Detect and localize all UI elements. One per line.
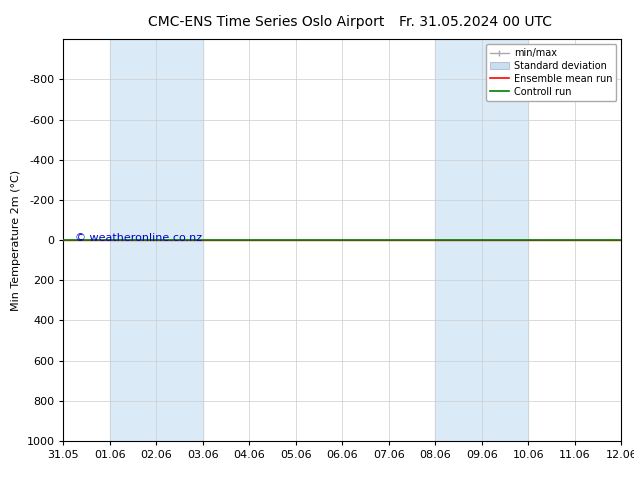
Text: CMC-ENS Time Series Oslo Airport: CMC-ENS Time Series Oslo Airport	[148, 15, 384, 29]
Text: Fr. 31.05.2024 00 UTC: Fr. 31.05.2024 00 UTC	[399, 15, 552, 29]
Bar	[110, 39, 203, 441]
Y-axis label: Min Temperature 2m (°C): Min Temperature 2m (°C)	[11, 170, 21, 311]
Text: © weatheronline.co.nz: © weatheronline.co.nz	[75, 233, 202, 243]
Bar	[436, 39, 528, 441]
Legend: min/max, Standard deviation, Ensemble mean run, Controll run: min/max, Standard deviation, Ensemble me…	[486, 44, 616, 100]
